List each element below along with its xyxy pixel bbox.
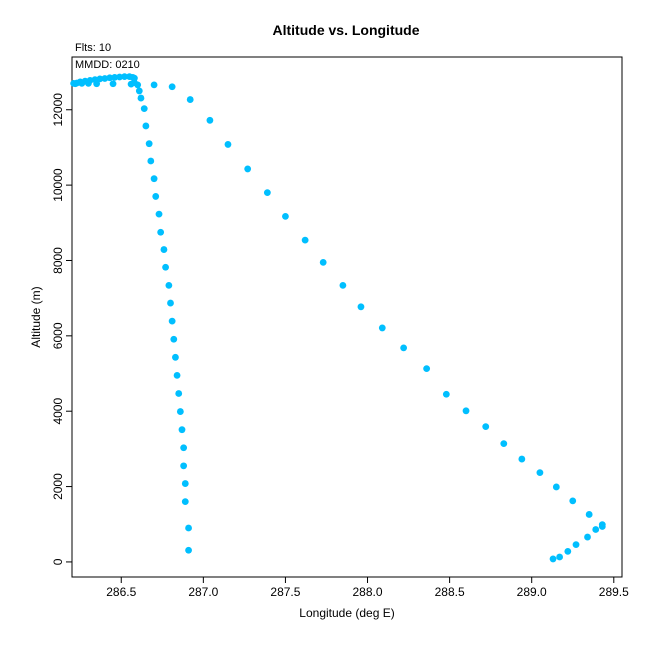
data-point [172,353,179,361]
data-point [244,165,252,173]
flights-count-label: Flts: 10 [75,42,111,54]
data-point [442,390,450,398]
data-point [423,365,431,373]
x-tick-label: 286.5 [106,585,136,599]
data-point [357,303,365,311]
data-point [126,73,133,80]
data-point [150,175,158,183]
data-point [135,87,143,95]
data-point [180,462,188,470]
data-point [145,140,153,148]
data-point [157,228,165,236]
data-point [339,281,347,289]
data-point [585,511,593,518]
data-point [168,83,176,91]
data-point [160,246,168,253]
data-point [500,440,508,448]
data-point [536,469,544,477]
x-axis: 286.5 287.0 287.5 288.0 288.5 289.0 289.5 [106,577,629,599]
data-point [78,79,86,87]
data-point [101,75,109,82]
data-point [175,390,183,397]
data-point [140,105,148,113]
data-point [167,299,174,307]
data-point [162,263,169,271]
y-tick-label: 10000 [51,168,65,202]
data-point [400,344,408,352]
x-axis-label: Longitude (deg E) [299,606,394,620]
data-point [378,324,386,332]
data-point [569,497,577,505]
x-tick-label: 288.0 [353,585,383,599]
data-point [224,141,232,148]
data-point [549,555,557,563]
y-tick-label: 6000 [51,322,65,349]
data-point [111,73,119,81]
data-point [168,317,176,325]
data-point [181,498,189,506]
data-point [462,407,470,415]
data-point [556,553,564,561]
plot-area [71,56,623,578]
data-point [109,80,117,88]
data-point [584,533,591,541]
y-axis-label: Altitude (m) [29,286,43,347]
data-point [155,210,163,218]
data-point [301,236,309,244]
y-tick-label: 12000 [51,93,65,127]
data-point [142,122,150,130]
data-point [206,116,214,124]
data-point [173,372,181,379]
data-point [176,408,184,415]
data-point [598,523,606,530]
chart-title: Altitude vs. Longitude [273,22,420,38]
data-point [482,423,490,431]
data-point [564,547,572,555]
y-tick-label: 4000 [51,398,65,425]
x-tick-label: 287.0 [188,585,218,599]
data-point [165,281,173,289]
data-point [150,81,158,89]
y-tick-label: 2000 [51,473,65,500]
x-tick-label: 289.5 [599,585,629,599]
data-point [152,193,160,200]
data-point [71,80,79,88]
y-tick-label: 8000 [51,247,65,274]
data-point [93,80,101,88]
data-point [186,96,194,103]
date-annotation: MMDD: 0210 [75,59,140,71]
data-point [185,524,192,532]
data-point [263,189,271,197]
data-point [147,157,155,165]
data-point [185,546,192,554]
data-point [127,80,135,88]
data-point [181,480,189,487]
data-point [282,212,289,220]
x-tick-label: 289.0 [517,585,547,599]
data-point [592,526,600,533]
data-point [137,94,145,102]
data-point [552,483,560,491]
x-tick-label: 287.5 [270,585,300,599]
data-point [170,335,178,343]
data-point [116,73,124,81]
data-point [518,455,526,463]
data-point [121,73,128,80]
x-tick-label: 288.5 [435,585,465,599]
data-point [180,444,188,452]
data-point [319,258,327,266]
y-axis: 0 2000 4000 6000 8000 10000 12000 [51,93,72,565]
data-point [85,79,92,87]
data-points [70,73,606,563]
data-point [572,541,580,548]
y-tick-label: 0 [51,558,65,565]
data-point [178,426,186,434]
